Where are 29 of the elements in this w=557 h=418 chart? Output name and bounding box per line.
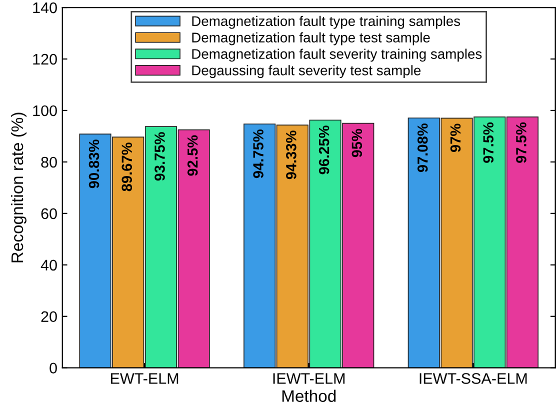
legend-label: Demagnetization fault type training samples <box>192 16 460 29</box>
data-label: 97% <box>450 124 461 152</box>
x-tick-label: IEWT-SSA-ELM <box>420 373 527 384</box>
y-tick-label: 100 <box>33 105 57 116</box>
data-label: 94.33% <box>286 130 296 180</box>
y-tick-label: 120 <box>33 54 57 65</box>
x-tick-label: EWT-ELM <box>110 373 178 384</box>
y-tick-label: 20 <box>41 311 57 322</box>
data-label: 92.5% <box>187 135 198 176</box>
data-label: 97.5% <box>516 122 526 163</box>
y-tick-label: 140 <box>33 2 57 14</box>
data-label: 95% <box>352 128 362 158</box>
legend-label: Demagnetization fault severity training samples <box>192 48 482 62</box>
y-tick-label: 40 <box>40 260 57 271</box>
y-tick-label: 0 <box>50 362 57 374</box>
data-label: 97.5% <box>483 122 494 163</box>
data-label: 93.75% <box>154 132 165 181</box>
x-tick-label: IEWT-ELM <box>273 373 345 384</box>
x-axis-title: Method <box>282 390 336 402</box>
legend-label: Demagnetization fault type test sample <box>192 32 430 46</box>
y-tick-label: 80 <box>41 156 57 168</box>
data-label: 90.83% <box>88 140 100 188</box>
data-label: 96.25% <box>318 126 330 174</box>
legend-label: Degaussing fault severity test sample <box>192 65 421 78</box>
y-axis-title: Recognition rate (%) <box>10 112 26 262</box>
data-label: 94.75% <box>253 130 264 178</box>
data-label: 97.08% <box>417 124 428 172</box>
y-tick-label: 60 <box>41 208 57 220</box>
data-label: 89.67% <box>122 142 132 192</box>
